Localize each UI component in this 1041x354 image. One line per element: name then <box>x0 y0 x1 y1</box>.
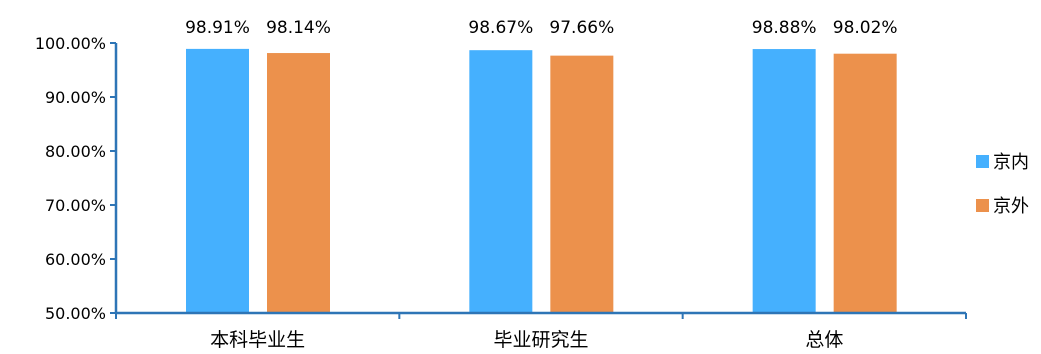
data-label: 98.14% <box>266 18 331 38</box>
bar-series1-0 <box>186 48 249 314</box>
x-category-label: 毕业研究生 <box>493 329 588 351</box>
y-tick-label: 90.00% <box>45 88 106 107</box>
y-tick-label: 60.00% <box>45 250 106 269</box>
y-tick-label: 80.00% <box>45 142 106 161</box>
x-category-label: 总体 <box>805 329 843 351</box>
legend-label: 京内 <box>993 152 1029 173</box>
bar-series1-1 <box>469 50 533 313</box>
data-label: 98.02% <box>833 18 898 38</box>
y-tick-label: 70.00% <box>45 196 106 215</box>
legend-swatch <box>976 199 989 212</box>
bar-series2-1 <box>550 55 614 314</box>
legend-item-1[interactable]: 京内 <box>976 152 1029 173</box>
bar-series2-0 <box>267 53 330 313</box>
data-label: 98.91% <box>185 18 250 38</box>
y-tick-label: 100.00% <box>35 34 106 53</box>
x-category-label: 本科毕业生 <box>210 329 305 351</box>
data-label: 98.67% <box>468 18 533 38</box>
y-tick-label: 50.00% <box>45 304 106 323</box>
data-label: 97.66% <box>549 18 614 38</box>
bar-series2-2 <box>833 53 897 313</box>
legend-label: 京外 <box>993 196 1029 217</box>
bar-series1-2 <box>752 49 816 313</box>
data-label: 98.88% <box>752 18 817 38</box>
legend-item-2[interactable]: 京外 <box>976 196 1029 217</box>
legend-swatch <box>976 155 989 168</box>
